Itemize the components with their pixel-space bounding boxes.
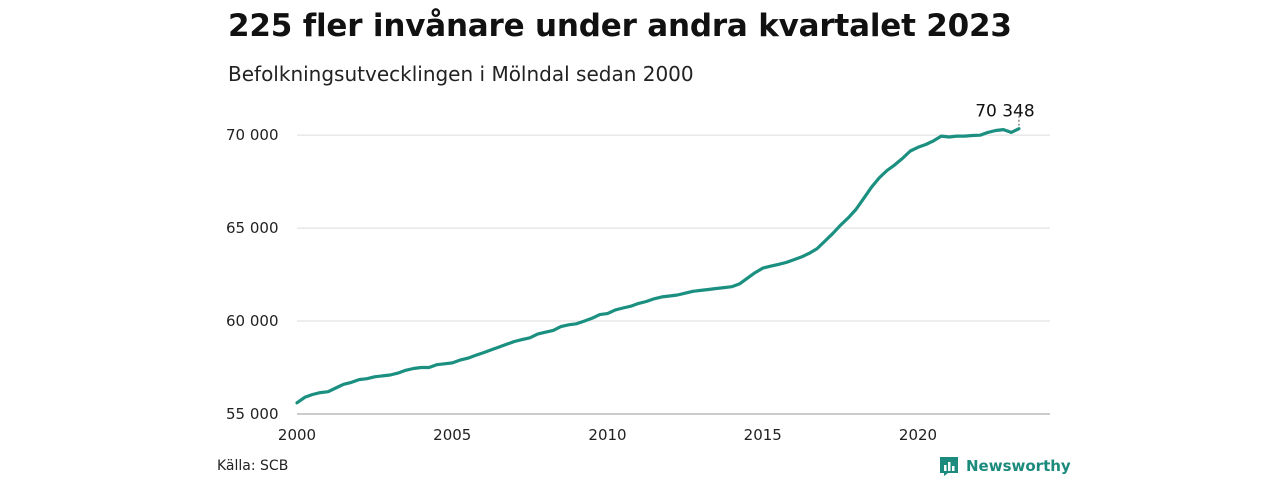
x-axis-tick-labels: 2000 2005 2010 2015 2020 bbox=[278, 426, 937, 444]
x-tick-label: 2010 bbox=[588, 426, 626, 444]
y-tick-label: 60 000 bbox=[226, 312, 279, 330]
brand-name: Newsworthy bbox=[966, 457, 1071, 475]
bar-chart-logo-icon bbox=[940, 457, 958, 476]
x-tick-label: 2000 bbox=[278, 426, 316, 444]
population-line bbox=[295, 127, 1021, 405]
chart-subtitle: Befolkningsutvecklingen i Mölndal sedan … bbox=[228, 62, 694, 86]
x-tick-label: 2020 bbox=[899, 426, 937, 444]
end-value-label: 70 348 bbox=[975, 102, 1034, 122]
y-tick-label: 55 000 bbox=[226, 405, 279, 423]
gridlines bbox=[297, 134, 1050, 415]
x-tick-label: 2005 bbox=[433, 426, 471, 444]
x-tick-label: 2015 bbox=[744, 426, 782, 444]
y-tick-label: 65 000 bbox=[226, 219, 279, 237]
source-note: Källa: SCB bbox=[217, 458, 289, 474]
chart-title: 225 fler invånare under andra kvartalet … bbox=[228, 8, 1012, 44]
y-tick-label: 70 000 bbox=[226, 126, 279, 144]
end-annotation: 70 348 bbox=[975, 102, 1035, 126]
y-axis-tick-labels: 55 000 60 000 65 000 70 000 bbox=[226, 126, 279, 423]
newsworthy-logo: Newsworthy bbox=[938, 455, 1071, 477]
